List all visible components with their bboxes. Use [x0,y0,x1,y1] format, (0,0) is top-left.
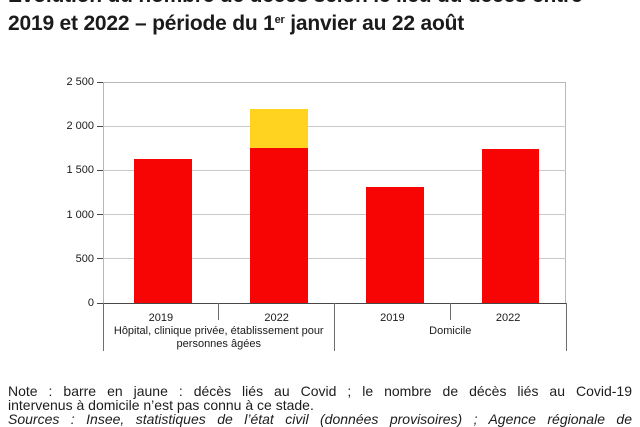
y-axis-label: 0 [87,297,94,309]
x-axis-label: 2019 [148,312,174,324]
y-axis-label: 2 500 [66,76,94,88]
x-axis-label: 2019 [380,312,405,324]
page-title-line-1: Évolution du nombre de décès selon le li… [8,0,636,8]
plot-frame [103,82,566,303]
bar-segment-deces-hors-covid [134,158,193,303]
x-axis-label: 2022 [264,312,289,324]
y-axis-label: 1 500 [66,164,94,177]
axis-separator [102,303,104,351]
group-label: personnes âgées [176,338,261,350]
axis-separator [334,303,335,351]
chart-sources: Sources : Insee, statistiques de l’état … [8,411,632,427]
axis-separator [218,303,220,320]
y-axis-tick [97,81,103,83]
x-axis-label: 2022 [495,312,521,324]
chart-footnotes: Note : barre en jaune : décès liés au Co… [8,384,632,426]
page-title-line-2-suffix: janvier au 22 août [284,12,465,35]
axis-separator [565,303,567,351]
page-title-line-2-prefix: 2019 et 2022 – période du 1 [8,12,275,35]
chart-note-line-1: Note : barre en jaune : décès liés au Co… [8,383,632,399]
y-axis-tick [97,169,103,171]
y-axis-label: 1 000 [66,208,94,221]
y-axis-tick [97,125,103,127]
chart-note-line-2: intervenus à domicile n’est pas connu à … [8,397,314,413]
gridline [103,214,566,216]
y-axis-label: 2 000 [66,120,94,133]
page-title-line-2: 2019 et 2022 – période du 1er janvier au… [8,8,636,36]
page-title-superscript: er [274,14,285,26]
bar-segment-deces-covid-barre-jaune [250,108,308,149]
y-axis-tick [97,302,103,304]
x-axis-line [103,302,567,304]
bar-segment-deces-hors-covid [481,149,540,303]
y-axis-tick [97,214,103,216]
group-label: Domicile [429,325,472,337]
group-label: Hôpital, clinique privée, établissement … [113,325,324,337]
y-axis-tick [97,258,103,260]
axis-separator [449,303,451,320]
page-title: Évolution du nombre de décès selon le li… [8,0,636,36]
gridline [103,258,566,260]
y-axis-label: 500 [75,252,94,265]
bar-segment-deces-hors-covid [250,148,308,303]
bar-segment-deces-hors-covid [365,187,424,303]
gridline [103,125,566,127]
gridline [103,169,566,171]
